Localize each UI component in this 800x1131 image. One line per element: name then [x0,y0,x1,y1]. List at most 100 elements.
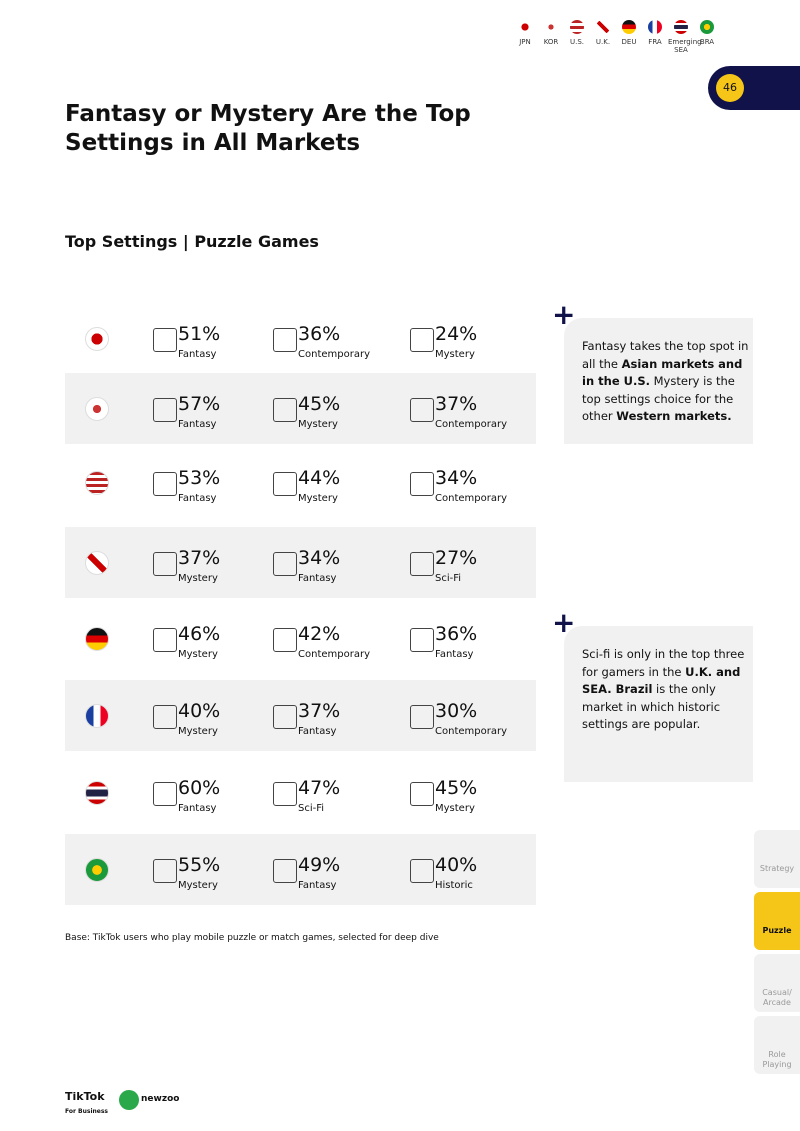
setting-label: Contemporary [435,419,507,430]
setting-label: Fantasy [178,419,217,430]
side-tab[interactable]: Strategy [754,830,800,888]
side-tab[interactable]: Casual/ Arcade [754,954,800,1012]
setting-icon [153,328,177,352]
setting-icon [273,398,297,422]
setting-label: Fantasy [298,726,337,737]
market-label: BRA [699,38,715,46]
brand: TikTok [65,1090,105,1103]
setting-icon [410,859,434,883]
setting-icon [153,472,177,496]
flag [85,781,109,805]
setting-label: Contemporary [435,493,507,504]
side-tab[interactable]: Role Playing [754,1016,800,1074]
setting-icon [153,398,177,422]
setting-label: Fantasy [178,803,217,814]
setting-icon [410,328,434,352]
market-flag [700,20,714,34]
setting-value: 36% [435,623,478,645]
row: 53% Fantasy 44% Mystery 34% Contemporary [65,447,536,518]
row: 55% Mystery 49% Fantasy 40% Historic [65,834,536,905]
market-label: Emerging SEA [668,38,702,54]
setting-label: Mystery [298,419,338,430]
setting-label: Mystery [435,803,475,814]
setting-label: Mystery [178,726,218,737]
setting-label: Fantasy [298,880,337,891]
setting-value: 51% [178,323,221,345]
row: 57% Fantasy 45% Mystery 37% Contemporary [65,373,536,444]
market-flag [596,20,610,34]
market-flag [518,20,532,34]
note-bold: Asian markets and in the U.S. [582,356,743,389]
setting-icon [273,552,297,576]
market-label: DEU [621,38,637,46]
setting-value: 53% [178,467,221,489]
setting-value: 37% [178,547,221,569]
setting-label: Mystery [178,880,218,891]
page-number-tab: 46 [708,66,800,110]
market-label: U.K. [595,38,611,46]
setting-label: Fantasy [178,349,217,360]
market-label: KOR [543,38,559,46]
setting-icon [410,552,434,576]
note-text: is the only market in which historic set… [582,682,721,731]
flag [85,471,109,495]
note: Fantasy takes the top spot in all the As… [564,318,753,444]
market-flag [544,20,558,34]
setting-value: 34% [435,467,478,489]
row: 40% Mystery 37% Fantasy 30% Contemporary [65,680,536,751]
setting-label: Historic [435,880,473,891]
setting-value: 37% [435,393,478,415]
market-label: U.S. [569,38,585,46]
market: U.K. [590,20,616,54]
setting-value: 45% [298,393,341,415]
setting-icon [410,398,434,422]
setting-value: 57% [178,393,221,415]
flag [85,397,109,421]
setting-icon [273,782,297,806]
note: Sci-fi is only in the top three for game… [564,626,753,782]
row: 46% Mystery 42% Contemporary 36% Fantasy [65,603,536,674]
page-number: 46 [716,74,744,102]
subtitle: Top Settings | Puzzle Games [65,232,319,251]
setting-icon [273,328,297,352]
setting-icon [273,705,297,729]
setting-label: Contemporary [435,726,507,737]
market-legend: JPN KOR U.S. U.K. DEU FRA Emerging SEA BRA [512,20,720,54]
setting-label: Fantasy [298,573,337,584]
setting-icon [410,472,434,496]
setting-icon [410,782,434,806]
setting-value: 40% [435,854,478,876]
setting-value: 60% [178,777,221,799]
setting-label: Sci-Fi [435,573,462,584]
market: JPN [512,20,538,54]
side-tab[interactable]: Puzzle [754,892,800,950]
setting-label: Mystery [178,649,218,660]
row: 37% Mystery 34% Fantasy 27% Sci-Fi [65,527,536,598]
setting-label: Fantasy [435,649,474,660]
setting-icon [153,705,177,729]
setting-value: 46% [178,623,221,645]
market: DEU [616,20,642,54]
setting-value: 55% [178,854,221,876]
setting-value: 47% [298,777,341,799]
market: Emerging SEA [668,20,702,54]
setting-icon [410,628,434,652]
market: U.S. [564,20,590,54]
setting-value: 44% [298,467,341,489]
market-flag [674,20,688,34]
setting-value: 36% [298,323,341,345]
setting-icon [273,628,297,652]
setting-icon [153,859,177,883]
setting-value: 40% [178,700,221,722]
title: Fantasy or Mystery Are the Top Settings … [65,101,471,156]
setting-value: 42% [298,623,341,645]
setting-value: 37% [298,700,341,722]
setting-icon [410,705,434,729]
market: BRA [694,20,720,54]
setting-label: Fantasy [178,493,217,504]
setting-icon [153,628,177,652]
setting-value: 27% [435,547,478,569]
flag [85,327,109,351]
setting-value: 45% [435,777,478,799]
flag [85,627,109,651]
